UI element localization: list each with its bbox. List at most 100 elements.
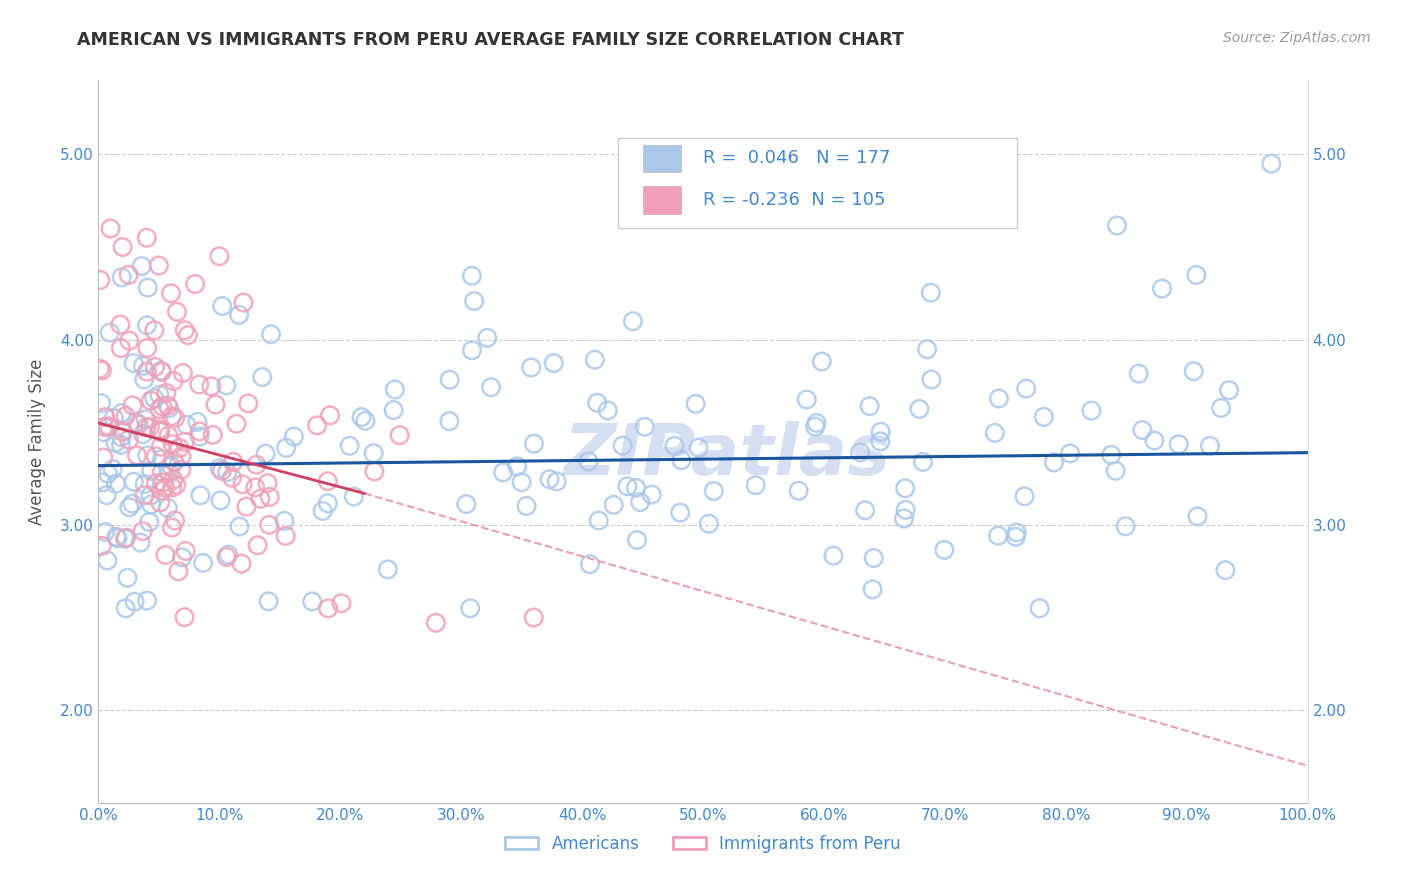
Text: AMERICAN VS IMMIGRANTS FROM PERU AVERAGE FAMILY SIZE CORRELATION CHART: AMERICAN VS IMMIGRANTS FROM PERU AVERAGE… (77, 31, 904, 49)
Point (160, 481, 183, 495)
Point (987, 392, 1010, 406)
Point (628, 495, 651, 509)
Point (862, 551, 884, 566)
Point (456, 497, 478, 511)
Point (671, 453, 693, 467)
Point (90, 396, 112, 410)
Point (354, 414, 377, 428)
Point (156, 399, 179, 413)
Point (157, 401, 180, 416)
Text: Source: ZipAtlas.com: Source: ZipAtlas.com (1223, 31, 1371, 45)
Point (188, 425, 211, 439)
Point (149, 425, 172, 439)
Point (869, 434, 891, 449)
Point (546, 475, 568, 489)
Point (136, 280, 159, 294)
Point (479, 380, 502, 394)
Point (1005, 525, 1028, 540)
Point (588, 514, 610, 528)
Point (1199, 439, 1222, 453)
Point (165, 478, 187, 492)
Point (316, 496, 339, 510)
Point (94, 524, 117, 539)
Point (1015, 382, 1038, 396)
Point (208, 461, 231, 475)
Point (114, 601, 136, 615)
Text: ZIPatlas: ZIPatlas (564, 422, 891, 491)
Point (787, 483, 810, 498)
Point (110, 406, 132, 420)
Point (425, 615, 447, 630)
Point (1182, 364, 1205, 378)
Point (143, 323, 166, 337)
Point (148, 402, 170, 417)
Point (1032, 409, 1054, 424)
Point (311, 504, 333, 518)
Point (170, 450, 193, 464)
Point (245, 458, 267, 472)
Point (172, 366, 194, 380)
Point (111, 240, 134, 254)
Point (274, 529, 297, 543)
Point (115, 531, 138, 545)
Point (155, 548, 177, 562)
Point (252, 370, 274, 384)
Point (152, 475, 174, 490)
Point (343, 490, 366, 504)
Point (688, 441, 710, 455)
Point (101, 462, 124, 476)
Point (93, 419, 115, 434)
Point (388, 428, 411, 442)
Point (131, 259, 153, 273)
Point (134, 372, 156, 386)
Point (160, 286, 183, 301)
Point (249, 491, 271, 506)
Point (93, 425, 115, 440)
Point (626, 533, 648, 547)
Point (122, 475, 145, 489)
Point (110, 318, 132, 332)
Point (221, 471, 243, 485)
Point (132, 427, 155, 442)
Point (911, 455, 934, 469)
Point (124, 595, 146, 609)
Point (339, 439, 361, 453)
Point (89, 273, 111, 287)
Point (160, 409, 183, 424)
Point (128, 417, 150, 432)
Point (125, 416, 148, 430)
Point (167, 565, 190, 579)
Point (330, 596, 353, 610)
Point (157, 429, 180, 443)
Point (1215, 563, 1237, 577)
Point (510, 475, 533, 490)
Bar (643, 186, 682, 214)
Point (209, 493, 232, 508)
Point (463, 294, 485, 309)
Point (641, 487, 664, 501)
Point (1105, 219, 1128, 233)
Point (150, 365, 173, 379)
Point (149, 495, 172, 509)
Point (624, 481, 647, 495)
Point (173, 323, 195, 337)
Point (232, 295, 254, 310)
Point (94, 410, 117, 425)
Point (1028, 601, 1050, 615)
Point (165, 411, 187, 425)
Point (173, 434, 195, 449)
Point (134, 488, 156, 502)
Point (1115, 519, 1137, 533)
Point (1143, 434, 1166, 448)
Point (744, 478, 766, 492)
Point (893, 511, 915, 525)
Point (172, 550, 194, 565)
Point (138, 515, 160, 529)
Point (162, 437, 184, 451)
Point (163, 455, 186, 469)
Point (523, 436, 546, 450)
Point (121, 497, 143, 511)
Point (920, 372, 942, 386)
Point (143, 391, 166, 405)
Point (136, 448, 159, 462)
